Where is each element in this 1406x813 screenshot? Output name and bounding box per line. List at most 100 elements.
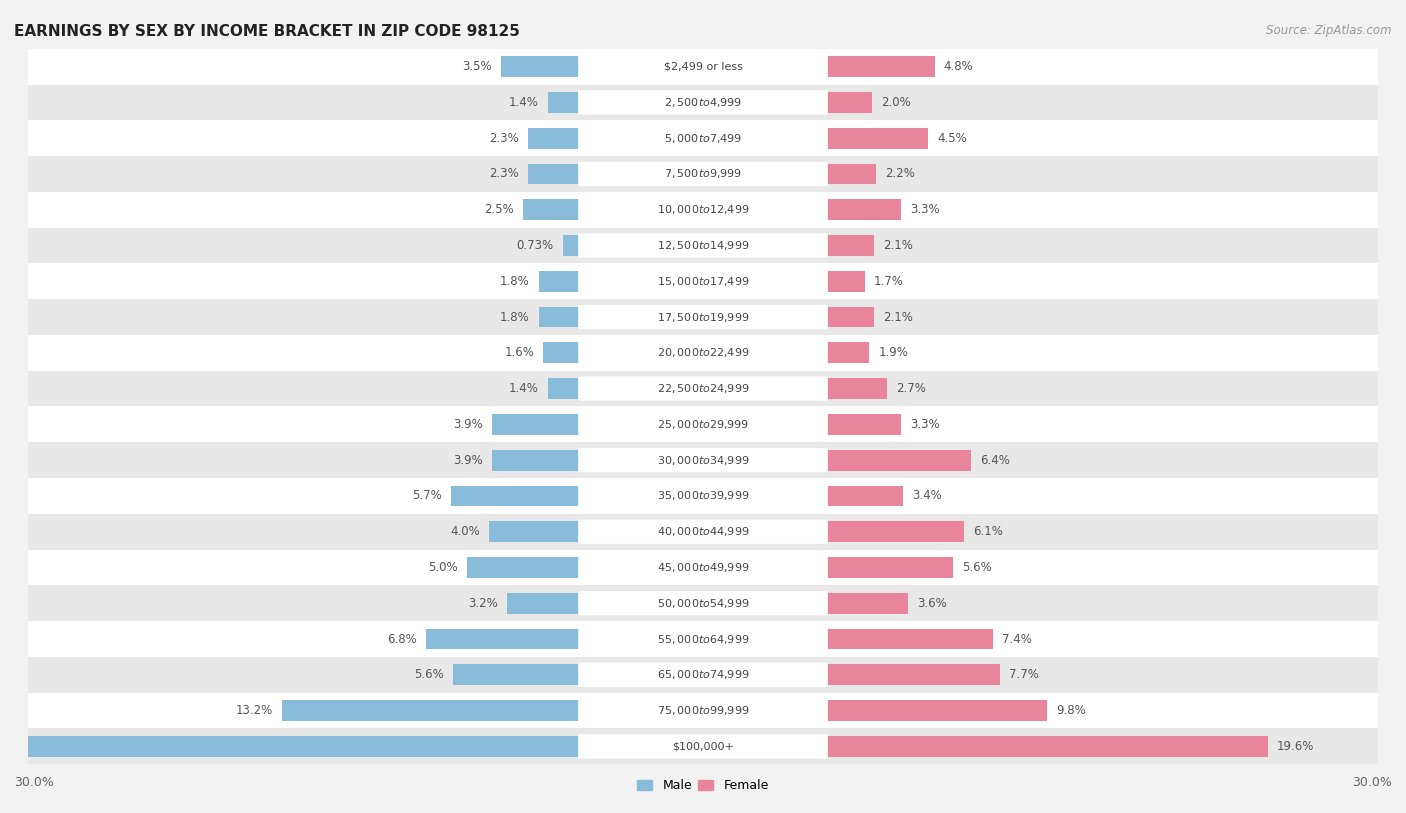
Bar xyxy=(28,657,1378,693)
Bar xyxy=(548,378,579,399)
Text: 5.0%: 5.0% xyxy=(429,561,458,574)
FancyBboxPatch shape xyxy=(578,520,828,544)
FancyBboxPatch shape xyxy=(578,341,828,365)
Text: 7.7%: 7.7% xyxy=(1010,668,1039,681)
Text: $55,000 to $64,999: $55,000 to $64,999 xyxy=(657,633,749,646)
FancyBboxPatch shape xyxy=(578,555,828,580)
Bar xyxy=(827,450,970,471)
Bar xyxy=(827,56,935,77)
Bar xyxy=(28,299,1378,335)
Bar xyxy=(28,335,1378,371)
FancyBboxPatch shape xyxy=(578,376,828,401)
Text: $17,500 to $19,999: $17,500 to $19,999 xyxy=(657,311,749,324)
Bar xyxy=(492,414,579,435)
Text: $5,000 to $7,499: $5,000 to $7,499 xyxy=(664,132,742,145)
Bar xyxy=(538,307,579,328)
Bar xyxy=(827,378,887,399)
Text: $7,500 to $9,999: $7,500 to $9,999 xyxy=(664,167,742,180)
Bar xyxy=(543,342,579,363)
Bar xyxy=(28,585,1378,621)
Text: 5.6%: 5.6% xyxy=(962,561,991,574)
Text: 3.3%: 3.3% xyxy=(910,203,939,216)
Text: 3.4%: 3.4% xyxy=(912,489,942,502)
Bar xyxy=(28,514,1378,550)
Text: 3.3%: 3.3% xyxy=(910,418,939,431)
FancyBboxPatch shape xyxy=(578,591,828,615)
Bar xyxy=(827,628,993,650)
Text: 1.8%: 1.8% xyxy=(501,311,530,324)
Bar xyxy=(453,664,579,685)
Text: 6.1%: 6.1% xyxy=(973,525,1002,538)
Bar xyxy=(548,92,579,113)
Bar xyxy=(28,693,1378,728)
Text: 7.4%: 7.4% xyxy=(1002,633,1032,646)
Text: 2.3%: 2.3% xyxy=(489,132,519,145)
Text: 4.0%: 4.0% xyxy=(450,525,481,538)
Text: 1.4%: 1.4% xyxy=(509,96,538,109)
Text: 3.9%: 3.9% xyxy=(453,454,482,467)
Text: 3.5%: 3.5% xyxy=(463,60,492,73)
FancyBboxPatch shape xyxy=(578,233,828,258)
Bar xyxy=(827,557,953,578)
Text: 1.7%: 1.7% xyxy=(875,275,904,288)
Text: $2,499 or less: $2,499 or less xyxy=(664,62,742,72)
Text: $65,000 to $74,999: $65,000 to $74,999 xyxy=(657,668,749,681)
Bar xyxy=(0,736,579,757)
Bar xyxy=(527,163,579,185)
FancyBboxPatch shape xyxy=(578,734,828,759)
Text: $2,500 to $4,999: $2,500 to $4,999 xyxy=(664,96,742,109)
Text: 4.5%: 4.5% xyxy=(936,132,967,145)
Bar xyxy=(523,199,579,220)
FancyBboxPatch shape xyxy=(578,162,828,186)
Text: 2.0%: 2.0% xyxy=(880,96,911,109)
Bar xyxy=(28,120,1378,156)
Text: 9.8%: 9.8% xyxy=(1056,704,1085,717)
Text: 2.1%: 2.1% xyxy=(883,239,912,252)
FancyBboxPatch shape xyxy=(578,627,828,651)
Text: $50,000 to $54,999: $50,000 to $54,999 xyxy=(657,597,749,610)
Bar xyxy=(28,550,1378,585)
Bar xyxy=(426,628,579,650)
Text: $35,000 to $39,999: $35,000 to $39,999 xyxy=(657,489,749,502)
FancyBboxPatch shape xyxy=(578,54,828,79)
Bar xyxy=(827,235,875,256)
Text: 30.0%: 30.0% xyxy=(1353,776,1392,789)
Text: 5.7%: 5.7% xyxy=(412,489,441,502)
FancyBboxPatch shape xyxy=(578,448,828,472)
Text: $45,000 to $49,999: $45,000 to $49,999 xyxy=(657,561,749,574)
Text: $75,000 to $99,999: $75,000 to $99,999 xyxy=(657,704,749,717)
FancyBboxPatch shape xyxy=(578,198,828,222)
Text: 5.6%: 5.6% xyxy=(415,668,444,681)
Text: 13.2%: 13.2% xyxy=(236,704,273,717)
Text: 2.3%: 2.3% xyxy=(489,167,519,180)
Bar xyxy=(827,271,865,292)
FancyBboxPatch shape xyxy=(578,484,828,508)
Text: $100,000+: $100,000+ xyxy=(672,741,734,751)
Bar xyxy=(28,192,1378,228)
Text: 2.7%: 2.7% xyxy=(897,382,927,395)
FancyBboxPatch shape xyxy=(578,663,828,687)
Bar xyxy=(827,700,1047,721)
Bar xyxy=(827,163,876,185)
FancyBboxPatch shape xyxy=(578,305,828,329)
Bar xyxy=(28,406,1378,442)
Text: $10,000 to $12,499: $10,000 to $12,499 xyxy=(657,203,749,216)
Bar xyxy=(28,621,1378,657)
FancyBboxPatch shape xyxy=(578,412,828,437)
Text: 1.9%: 1.9% xyxy=(879,346,908,359)
Bar xyxy=(28,371,1378,406)
Text: 3.2%: 3.2% xyxy=(468,597,498,610)
Bar xyxy=(28,156,1378,192)
Text: Source: ZipAtlas.com: Source: ZipAtlas.com xyxy=(1267,24,1392,37)
Bar xyxy=(28,478,1378,514)
Bar xyxy=(28,728,1378,764)
Bar xyxy=(451,485,579,506)
Bar xyxy=(827,307,875,328)
Bar xyxy=(827,485,903,506)
Text: 1.4%: 1.4% xyxy=(509,382,538,395)
Bar xyxy=(508,593,579,614)
FancyBboxPatch shape xyxy=(578,90,828,115)
Bar xyxy=(827,664,1000,685)
Bar xyxy=(28,228,1378,263)
Bar xyxy=(538,271,579,292)
